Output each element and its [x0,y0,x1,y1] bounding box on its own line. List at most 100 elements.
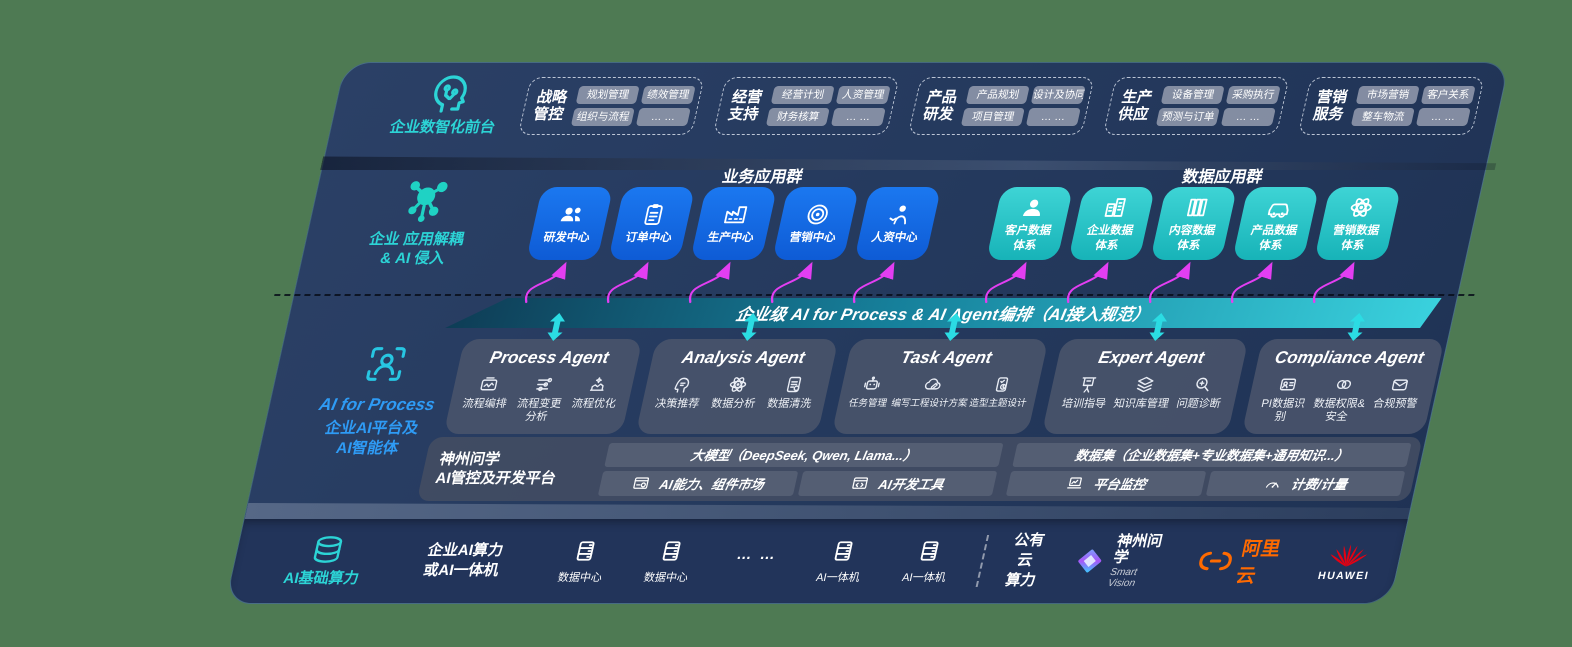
agent-item: 任务管理 [845,374,896,409]
envelope-icon [1387,374,1413,395]
car-icon [1263,194,1296,221]
agent-item-label: 流程优化 [570,398,618,410]
chip: 客户关系 [1421,85,1476,104]
node-label: 数据中心 [642,572,690,584]
dataset-bar: 数据集（企业数据集+专业数据集+通用知识...） [1012,442,1412,467]
group-chips: 产品规划 设计及协同 项目管理 … … [960,85,1086,127]
component-market-icon [630,474,653,493]
group-title: 生产供应 [1116,88,1155,123]
sync-arrow-icon [1149,313,1167,341]
agent-item: 流程编排 [454,374,518,424]
database-icon [305,533,349,569]
workflow-icon [476,374,502,395]
chip: … … [1221,108,1276,127]
person-scan-icon [358,341,414,387]
agent-item-label: PI数据识别 [1260,398,1307,424]
agent-item: 数据权限& 安全 [1308,374,1373,424]
monitor-icon [1064,474,1087,493]
agent-item-label: 决策推荐 [653,398,701,410]
agent-title: Expert Agent [1096,348,1207,367]
app-box-marketing: 营销中心 [772,187,860,260]
chip: 规划管理 [575,85,641,104]
agent-item-label: 流程变更分析 [515,398,563,424]
factory-icon [719,201,752,228]
group-title: 经营支持 [726,88,765,123]
atom-icon [725,374,751,395]
agent-item: 问题诊断 [1169,374,1233,411]
gauge-icon [1261,474,1284,493]
app-label: 人资中心 [870,232,919,245]
cell-label: AI开发工具 [877,476,946,492]
agent-title: Analysis Agent [680,348,807,367]
layers-icon [1133,374,1159,395]
data-box-content: 内容数据 体系 [1150,187,1238,260]
node-datacenter: 数据中心 [634,537,705,585]
chip: 人资管理 [836,85,891,104]
agent-item: 合规预警 [1364,374,1429,424]
app-label: 内容数据 体系 [1167,225,1217,252]
data-group-title: 数据应用群 [1180,169,1265,186]
huawei-name: HUAWEI [1316,569,1371,582]
expert-agent-card: Expert Agent 培训指导 知识库管理 问题诊断 [1041,313,1249,435]
cell-label: AI能力、组件市场 [658,476,766,492]
chip: 市场营销 [1355,85,1421,104]
shenzhou-name: 神州问学 [1111,532,1165,567]
node-label: 数据中心 [556,572,604,584]
agent-item: 知识库管理 [1112,374,1176,411]
app-layer-label-line2: & AI 侵入 [378,249,447,267]
app-label: 营销数据 体系 [1331,225,1381,252]
agent-title: Process Agent [488,348,611,367]
user-icon [1017,194,1050,221]
ai-bus-bar: 企业级 AI for Process & AI Agent编排（AI接入规范） [445,298,1442,328]
sync-arrow-icon [547,313,565,341]
hr-person-icon [883,201,916,228]
ai-brain-icon [421,69,480,117]
platform-left: 大模型（DeepSeek, Qwen, Llama...） AI能力、组件市场 … [597,442,1004,496]
server-icon [827,537,861,565]
chip: … … [636,108,691,127]
sync-arrow-icon [1347,313,1365,341]
app-box-rd: 研发中心 [526,187,614,260]
clipboard-icon [637,201,670,228]
platform-label-line2: AI管控及开发平台 [433,470,558,487]
agent-items: PI数据识别 数据权限& 安全 合规预警 [1252,374,1429,424]
sliders-icon [531,374,557,395]
ai-platform-label-line2: AI智能体 [334,440,401,458]
agent-item-label: 数据权限& 安全 [1312,398,1367,424]
agent-item: 培训指导 [1055,374,1119,411]
alibaba-name: 阿里云 [1233,539,1283,587]
alibaba-cloud-logo: 阿里云 [1191,534,1297,588]
agent-item-label: 数据分析 [709,398,757,410]
infra-nodes: 数据中心 数据中心 … … AI一体机 AI一体机 [548,537,963,585]
group-production: 生产供应 设备管理 采购执行 预测与订单 … … [1102,77,1290,135]
group-chips: 规划管理 绩效管理 组织与流程 … … [570,85,696,127]
agent-item-label: 任务管理 [847,398,888,409]
data-box-marketing: 营销数据 体系 [1314,187,1402,260]
infra-band: AI基础算力 企业AI算力 或AI一体机 数据中心 数据中心 … … AI一体机 [226,519,1408,603]
shenzhou-logo: 神州问学 Smart Vision [1068,532,1173,589]
app-label: 研发中心 [542,232,591,245]
node-datacenter: 数据中心 [548,537,619,585]
agent-title: Compliance Agent [1273,348,1426,367]
front-office-label: 企业数智化前台 [388,119,497,136]
platform-label-line1: 神州问学 [438,450,502,468]
app-label: 订单中心 [624,232,673,245]
design-check-icon [989,374,1015,395]
robot-icon [859,374,885,395]
data-box-product: 产品数据 体系 [1232,187,1320,260]
sync-arrow-icon [944,313,962,341]
compliance-agent-card: Compliance Agent PI数据识别 数据权限& 安全 合规预警 [1241,313,1445,435]
agent-title: Task Agent [899,348,994,367]
chip: 产品规划 [965,85,1031,104]
group-title: 营销服务 [1311,88,1350,123]
app-label: 营销中心 [788,232,837,245]
group-title: 战略管控 [531,88,570,123]
vendor-logos: 神州问学 Smart Vision 阿里云 HUAWEI [1068,532,1379,589]
node-ai-appliance: AI一体机 [806,537,877,585]
atom-icon [1345,194,1378,221]
front-office-groups: 战略管控 规划管理 绩效管理 组织与流程 … … 经营支持 经营计划 人资管理 … [517,77,1485,135]
band-divider [975,535,990,587]
group-chips: 市场营销 客户关系 整车物流 … … [1350,85,1476,127]
app-layer-label-line1: 企业 应用解耦 [367,231,466,248]
business-group-title: 业务应用群 [720,169,805,186]
